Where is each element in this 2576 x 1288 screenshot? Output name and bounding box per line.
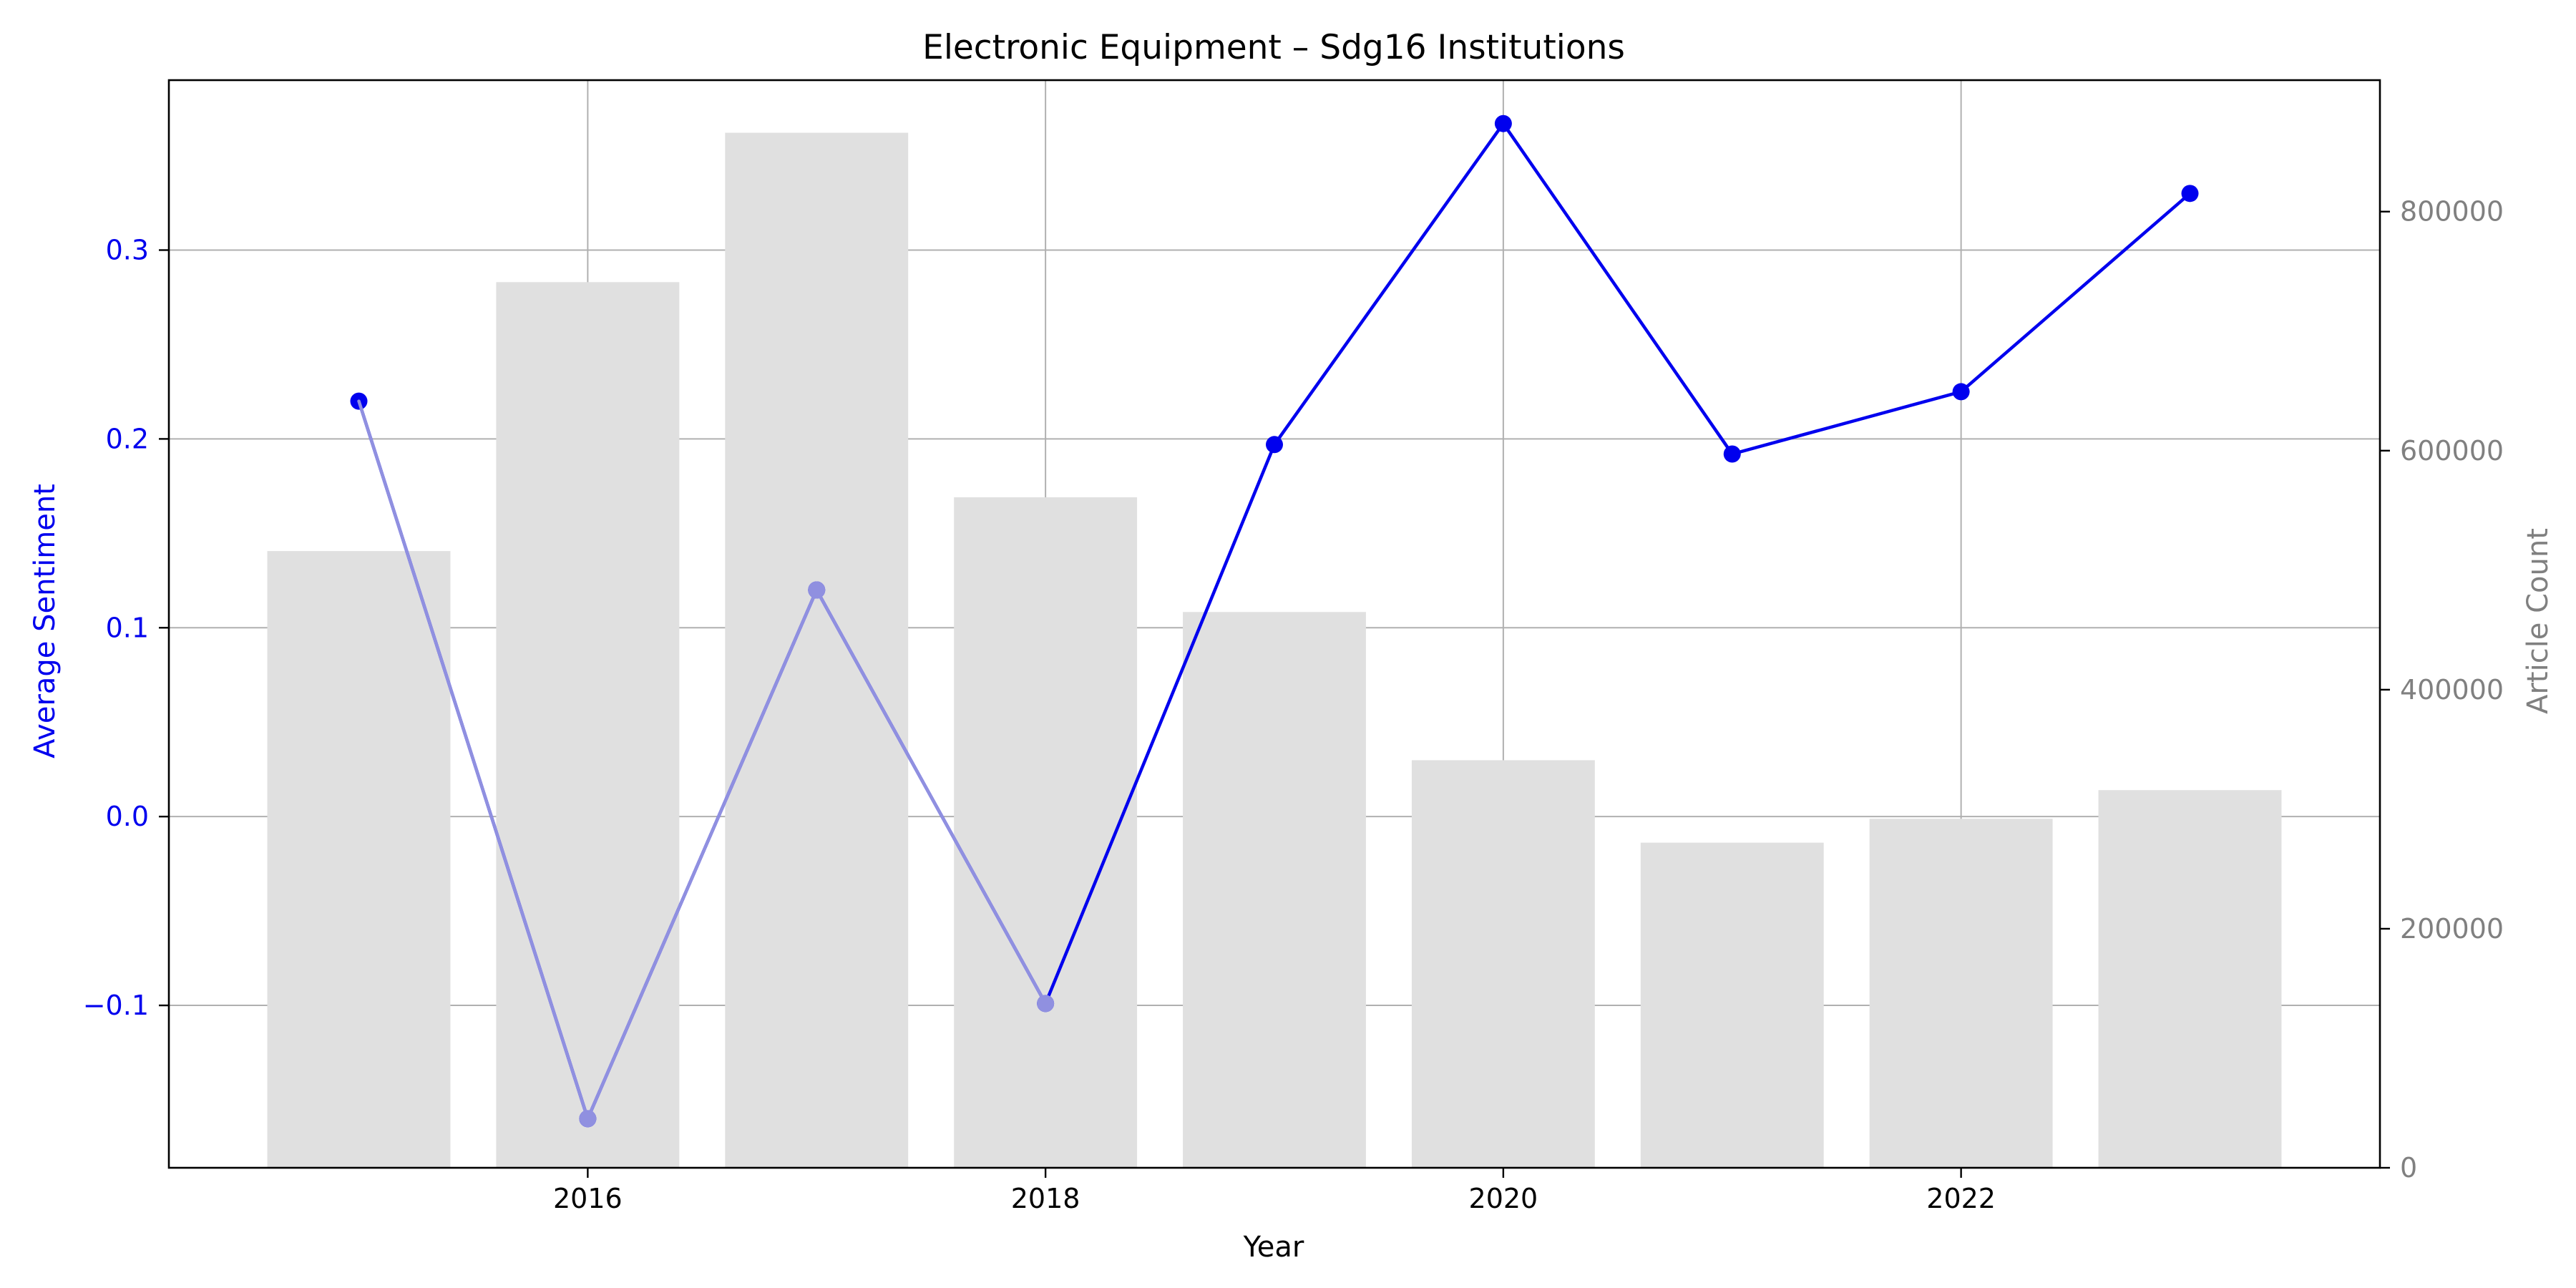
y-right-tick-label: 600000 bbox=[2400, 435, 2504, 467]
x-axis: 2016 2018 2020 2022 bbox=[553, 1168, 1996, 1214]
sentiment-point bbox=[1952, 383, 1970, 401]
sentiment-line-overlay bbox=[814, 588, 1048, 1005]
y-right-tick-label: 0 bbox=[2400, 1152, 2417, 1184]
sentiment-line-overlay bbox=[357, 399, 590, 1121]
article-count-bar bbox=[1869, 819, 2053, 1168]
y-left-tick-label: −0.1 bbox=[83, 990, 149, 1021]
sentiment-point bbox=[1723, 445, 1741, 463]
x-axis-label: Year bbox=[1243, 1231, 1304, 1264]
y-right-tick-label: 400000 bbox=[2400, 674, 2504, 706]
article-count-bar bbox=[1640, 842, 1824, 1168]
article-count-bar bbox=[2098, 790, 2282, 1168]
sentiment-point-overlay bbox=[579, 1110, 597, 1128]
sentiment-point bbox=[2181, 185, 2199, 203]
y-axis-right: 0 200000 400000 600000 800000 bbox=[2380, 196, 2504, 1184]
sentiment-point bbox=[1266, 436, 1283, 454]
article-count-bar bbox=[267, 551, 451, 1168]
y-axis-left-label: Average Sentiment bbox=[29, 484, 62, 758]
sentiment-point-overlay bbox=[808, 581, 826, 599]
x-tick-label: 2020 bbox=[1469, 1183, 1538, 1214]
x-tick-label: 2018 bbox=[1011, 1183, 1080, 1214]
y-right-tick-label: 800000 bbox=[2400, 196, 2504, 228]
sentiment-line-overlay bbox=[586, 588, 819, 1121]
sentiment-point-overlay bbox=[1037, 995, 1055, 1013]
sentiment-line-series bbox=[350, 114, 2199, 1128]
y-axis-right-label: Article Count bbox=[2522, 528, 2555, 714]
y-left-tick-label: 0.2 bbox=[106, 423, 149, 454]
y-right-tick-label: 200000 bbox=[2400, 913, 2504, 945]
x-tick-label: 2016 bbox=[553, 1183, 623, 1214]
article-count-bar bbox=[954, 497, 1138, 1168]
article-count-bar bbox=[1183, 612, 1366, 1168]
y-left-tick-label: 0.1 bbox=[106, 612, 149, 643]
article-count-bar bbox=[725, 132, 909, 1168]
article-count-bar bbox=[496, 282, 680, 1169]
article-count-bar bbox=[1411, 760, 1595, 1168]
plot-frame bbox=[167, 79, 2381, 1169]
article-count-bars bbox=[267, 132, 2282, 1169]
y-left-tick-label: 0.0 bbox=[106, 801, 149, 832]
sentiment-point bbox=[1494, 114, 1512, 132]
y-left-tick-label: 0.3 bbox=[106, 235, 149, 266]
x-tick-label: 2022 bbox=[1926, 1183, 1996, 1214]
chart-title: Electronic Equipment – Sdg16 Institution… bbox=[922, 28, 1625, 67]
y-axis-left: −0.1 0.0 0.1 0.2 0.3 bbox=[83, 235, 169, 1021]
